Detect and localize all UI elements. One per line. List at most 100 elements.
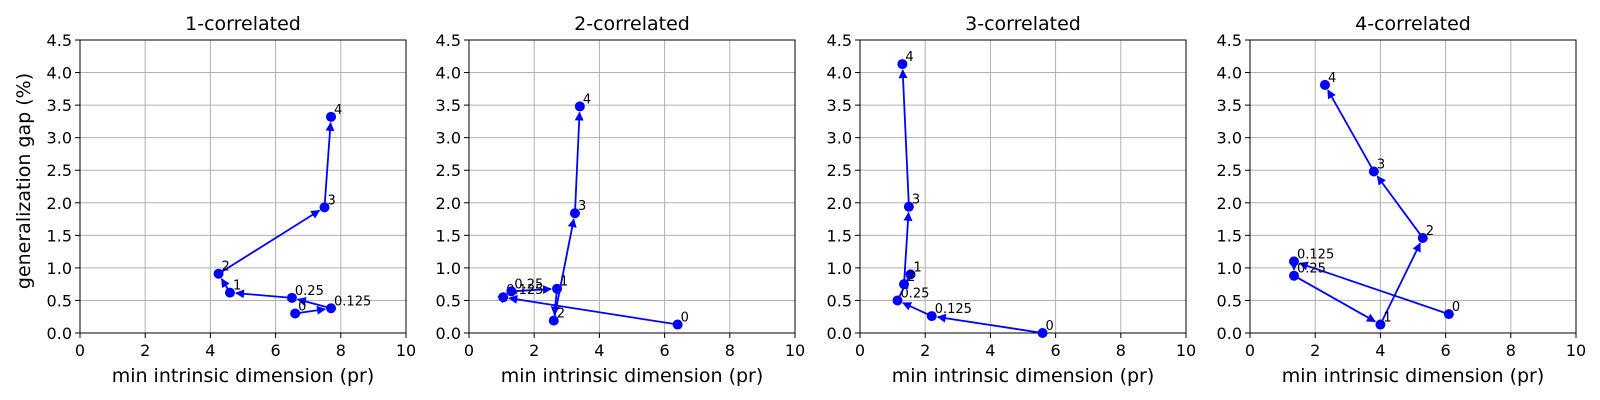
data-point <box>319 202 330 213</box>
y-tick-label: 0.0 <box>827 324 852 343</box>
y-tick-label: 4.5 <box>47 31 72 50</box>
y-tick-label: 0.0 <box>436 324 461 343</box>
series-arrow <box>511 285 552 295</box>
series-arrow <box>235 289 292 299</box>
y-tick-label: 4.5 <box>1217 31 1242 50</box>
data-point <box>569 208 580 219</box>
x-tick-label: 0 <box>464 341 474 360</box>
y-tick-label: 1.5 <box>827 226 852 245</box>
point-label: 3 <box>1377 158 1385 173</box>
x-axis-label: min intrinsic dimension (pr) <box>1282 365 1545 387</box>
series-arrow <box>902 302 933 317</box>
series-arrow <box>218 209 321 275</box>
x-tick-label: 6 <box>1441 341 1451 360</box>
chart-panel: 0 2 4 6 8 100.00.51.01.52.02.53.03.54.04.52-c… <box>436 13 806 387</box>
y-tick-label: 3.5 <box>47 96 72 115</box>
plot-frame <box>859 39 1187 334</box>
point-label: 0 <box>1046 319 1054 334</box>
x-tick-label: 6 <box>660 341 670 360</box>
y-tick-label: 2.0 <box>1217 194 1242 213</box>
plot-frame <box>1249 39 1577 334</box>
data-point <box>672 319 683 330</box>
point-label: 0.25 <box>900 286 929 301</box>
point-label: 0.125 <box>935 302 972 317</box>
data-point <box>1368 166 1379 177</box>
point-label: 3 <box>328 193 336 208</box>
y-tick-label: 2.0 <box>436 194 461 213</box>
data-point <box>1037 328 1048 338</box>
x-tick-label: 8 <box>1116 341 1126 360</box>
data-point <box>905 269 916 280</box>
x-axis-label: min intrinsic dimension (pr) <box>112 365 375 387</box>
x-tick-label: 10 <box>1566 341 1586 360</box>
point-label: 4 <box>334 103 342 118</box>
point-label: 0.25 <box>295 284 324 299</box>
x-tick-label: 0 <box>75 341 85 360</box>
data-point <box>213 268 224 279</box>
x-tick-label: 8 <box>725 341 735 360</box>
series-arrow <box>552 218 577 321</box>
plot-frame <box>468 39 796 334</box>
point-label: 2 <box>1426 224 1434 239</box>
chart-panel: 0 2 4 6 8 100.00.51.01.52.02.53.03.54.04.51-c… <box>47 13 417 387</box>
point-label: 2 <box>222 260 230 275</box>
y-tick-label: 2.0 <box>47 194 72 213</box>
series-arrow <box>936 313 1043 334</box>
series-arrow <box>296 297 332 310</box>
point-label: 0.25 <box>1297 262 1326 277</box>
y-tick-label: 0.0 <box>1217 324 1242 343</box>
plot-frame <box>79 39 407 334</box>
y-tick-label: 1.0 <box>47 259 72 278</box>
y-tick-label: 0.5 <box>436 291 461 310</box>
data-point <box>552 283 563 294</box>
y-tick-label: 1.0 <box>1217 259 1242 278</box>
point-label: 2 <box>557 307 565 322</box>
x-tick-label: 4 <box>205 341 215 360</box>
y-tick-label: 1.5 <box>47 226 72 245</box>
chart-title: 1-correlated <box>185 13 301 35</box>
series-arrow <box>323 121 335 208</box>
data-point <box>1375 319 1386 330</box>
point-label: 0.125 <box>1297 247 1334 262</box>
y-tick-label: 1.0 <box>827 259 852 278</box>
y-tick-label: 3.5 <box>1217 96 1242 115</box>
y-tick-label: 0.0 <box>47 324 72 343</box>
y-tick-label: 4.0 <box>1217 64 1242 83</box>
point-label: 0 <box>298 299 306 314</box>
y-tick-label: 2.5 <box>827 161 852 180</box>
x-tick-label: 0 <box>1245 341 1255 360</box>
y-tick-label: 2.5 <box>436 161 461 180</box>
data-point <box>574 101 585 112</box>
series-arrow <box>1379 242 1421 325</box>
x-tick-label: 8 <box>1506 341 1516 360</box>
data-point <box>224 287 235 298</box>
data-point <box>899 279 910 290</box>
data-point <box>903 201 914 212</box>
y-tick-label: 2.5 <box>47 161 72 180</box>
x-tick-label: 6 <box>271 341 281 360</box>
y-tick-label: 0.5 <box>827 291 852 310</box>
data-point <box>498 292 509 303</box>
x-tick-label: 10 <box>785 341 805 360</box>
data-point <box>1289 270 1300 281</box>
chart-title: 3-correlated <box>965 13 1081 35</box>
y-tick-label: 3.0 <box>436 129 461 148</box>
point-label: 0.125 <box>506 283 543 298</box>
x-tick-label: 6 <box>1051 341 1061 360</box>
x-tick-label: 8 <box>336 341 346 360</box>
y-tick-label: 4.0 <box>47 64 72 83</box>
point-label: 4 <box>905 50 913 65</box>
data-point <box>1289 256 1300 267</box>
y-tick-label: 3.0 <box>1217 129 1242 148</box>
data-point <box>326 111 337 122</box>
point-label: 3 <box>912 193 920 208</box>
series-arrow <box>1376 175 1424 239</box>
data-point <box>506 286 517 297</box>
series-arrow <box>1298 261 1450 315</box>
point-label: 1 <box>233 279 241 294</box>
x-axis-label: min intrinsic dimension (pr) <box>501 365 764 387</box>
data-point <box>290 308 301 319</box>
x-tick-label: 10 <box>1176 341 1196 360</box>
y-tick-label: 3.0 <box>827 129 852 148</box>
